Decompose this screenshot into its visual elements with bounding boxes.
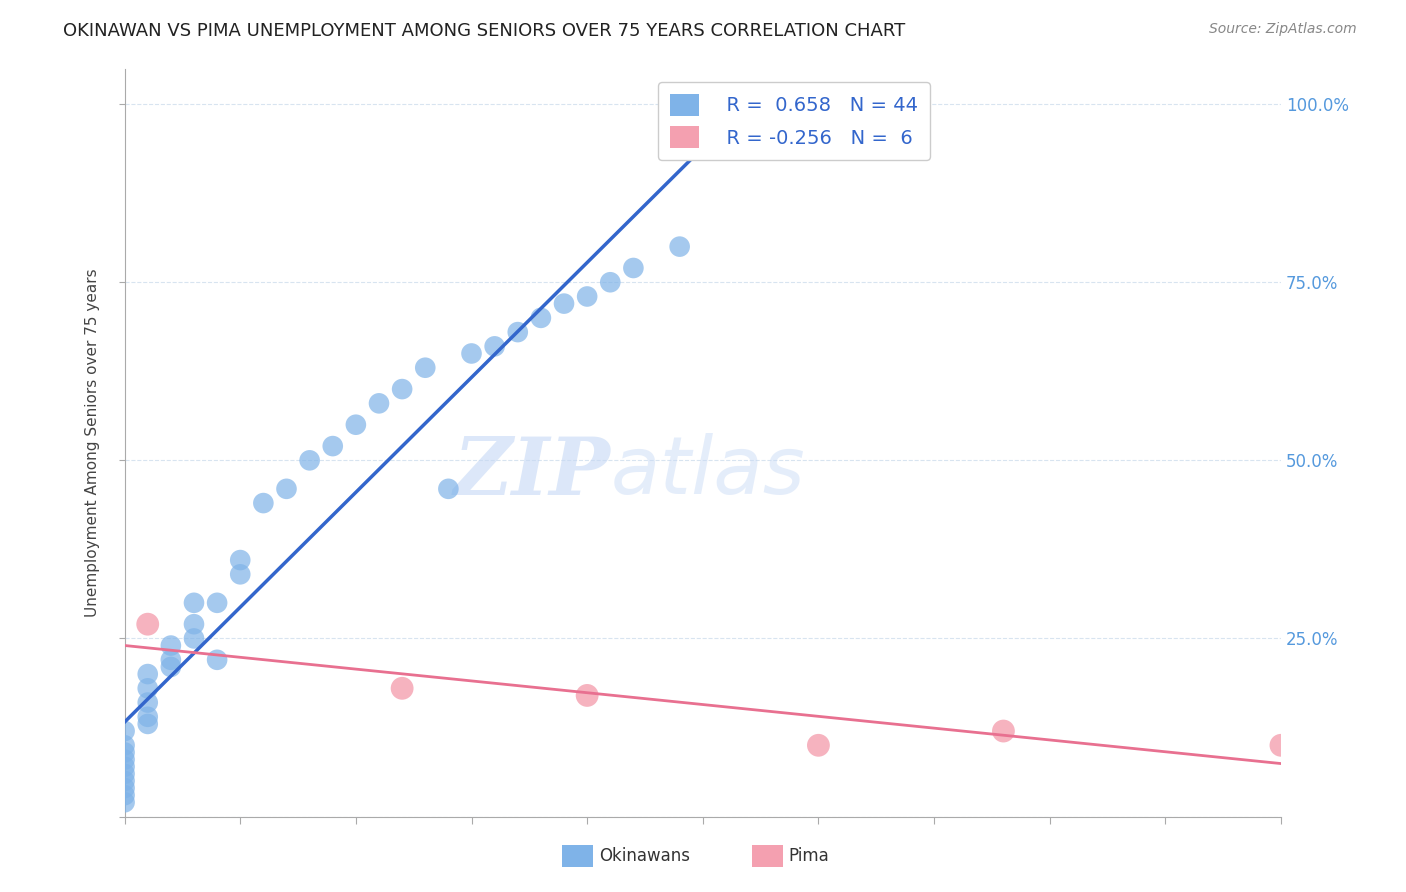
Point — [136, 667, 159, 681]
Point — [276, 482, 298, 496]
Point — [391, 681, 413, 696]
Text: atlas: atlas — [610, 434, 806, 511]
Point — [205, 596, 228, 610]
Point — [114, 773, 136, 788]
Point — [114, 753, 136, 767]
Point — [160, 653, 183, 667]
Point — [114, 739, 136, 753]
Point — [114, 795, 136, 809]
Text: Pima: Pima — [789, 847, 830, 865]
Text: ZIP: ZIP — [453, 434, 610, 511]
Point — [368, 396, 391, 410]
Point — [413, 360, 436, 375]
Point — [437, 482, 460, 496]
Point — [114, 780, 136, 795]
Point — [114, 788, 136, 802]
Point — [714, 119, 737, 133]
Point — [183, 617, 205, 632]
Text: Source: ZipAtlas.com: Source: ZipAtlas.com — [1209, 22, 1357, 37]
Point — [136, 681, 159, 696]
Point — [322, 439, 344, 453]
Point — [807, 739, 830, 753]
Point — [344, 417, 367, 432]
Point — [205, 653, 228, 667]
Point — [460, 346, 482, 360]
Point — [599, 275, 621, 289]
Point — [530, 310, 553, 325]
Point — [136, 717, 159, 731]
Point — [252, 496, 274, 510]
Point — [114, 724, 136, 739]
Point — [553, 296, 575, 310]
Point — [229, 567, 252, 582]
Point — [391, 382, 413, 396]
Point — [576, 289, 599, 303]
Point — [484, 339, 506, 353]
Point — [298, 453, 321, 467]
Point — [114, 746, 136, 760]
Legend:   R =  0.658   N = 44,   R = -0.256   N =  6: R = 0.658 N = 44, R = -0.256 N = 6 — [658, 82, 931, 160]
Y-axis label: Unemployment Among Seniors over 75 years: Unemployment Among Seniors over 75 years — [86, 268, 100, 617]
Point — [136, 617, 159, 632]
Point — [576, 689, 599, 703]
Point — [229, 553, 252, 567]
Point — [993, 724, 1015, 739]
Point — [183, 596, 205, 610]
Point — [506, 325, 529, 339]
Point — [136, 696, 159, 710]
Point — [183, 632, 205, 646]
Point — [1270, 739, 1292, 753]
Point — [160, 660, 183, 674]
Text: Okinawans: Okinawans — [599, 847, 690, 865]
Text: OKINAWAN VS PIMA UNEMPLOYMENT AMONG SENIORS OVER 75 YEARS CORRELATION CHART: OKINAWAN VS PIMA UNEMPLOYMENT AMONG SENI… — [63, 22, 905, 40]
Point — [621, 260, 644, 275]
Point — [668, 239, 690, 253]
Point — [160, 639, 183, 653]
Point — [114, 759, 136, 773]
Point — [136, 710, 159, 724]
Point — [114, 766, 136, 780]
